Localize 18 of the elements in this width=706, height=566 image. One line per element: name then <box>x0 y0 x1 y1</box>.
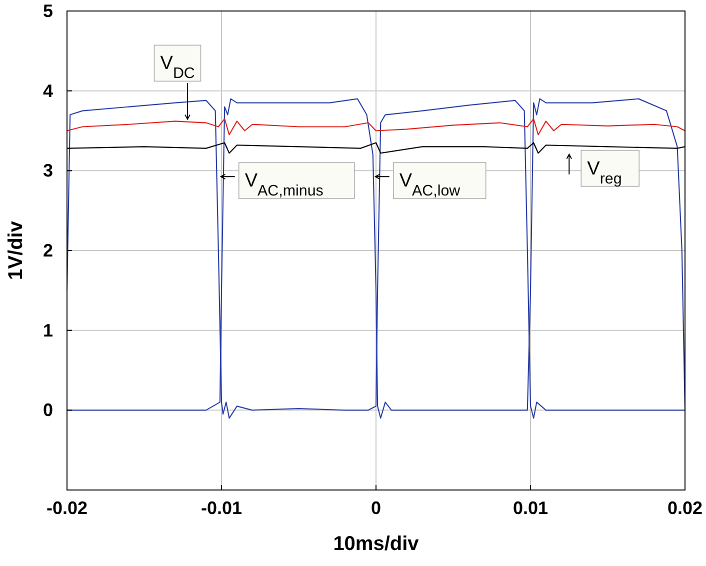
x-tick-label: 0.02 <box>667 498 703 518</box>
annotation: V$_{reg}$ <box>587 158 622 187</box>
y-tick-label: 3 <box>42 160 53 181</box>
annotation: V$_{AC,minus}$ <box>244 170 324 200</box>
y-tick-label: 0 <box>42 400 53 420</box>
y-tick-label: 1 <box>42 320 53 340</box>
x-tick-label: 0 <box>370 498 382 518</box>
y-tick-label: 5 <box>42 1 53 21</box>
y-tick-label: 2 <box>42 240 53 260</box>
annotation: V$_{AC,low}$ <box>399 170 460 200</box>
x-tick-label: 0.01 <box>512 498 548 518</box>
y-axis-title: 1V/div <box>5 220 27 280</box>
annotation: V$_{DC}$ <box>160 53 195 82</box>
x-axis-title: 10ms/div <box>333 533 420 555</box>
x-tick-label: -0.01 <box>200 498 242 518</box>
line-series <box>66 118 686 136</box>
y-tick-label: 4 <box>42 80 53 101</box>
x-tick-label: -0.02 <box>46 498 88 518</box>
